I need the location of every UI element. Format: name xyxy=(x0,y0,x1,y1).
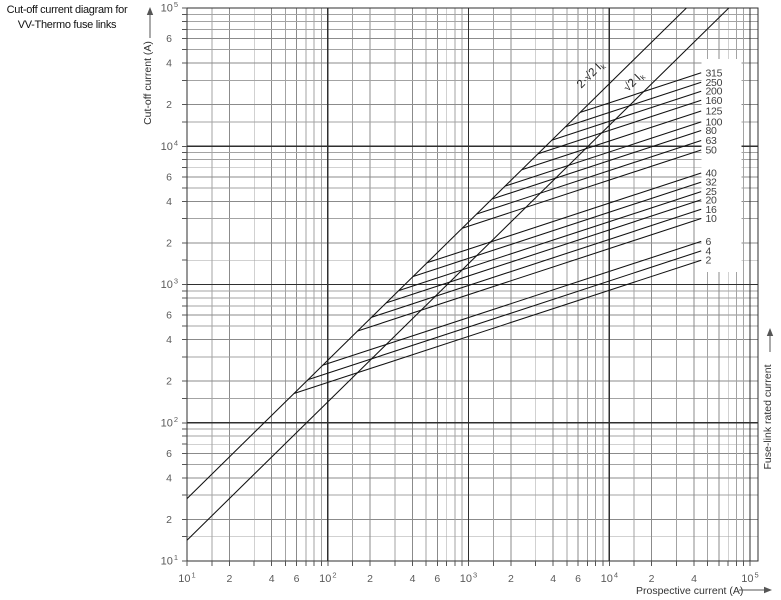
axis-tick-labels: 101 2 4 6 102 2 4 6 103 2 4 6 104 2 4 10510124610224610… xyxy=(161,0,759,585)
fuse-rating-label-25: 25 xyxy=(706,186,718,198)
fuse-curve-25 xyxy=(398,191,702,292)
x-tick-label: 6 xyxy=(294,573,300,585)
fuse-rating-label-40: 40 xyxy=(706,168,718,180)
fuse-rating-label-50: 50 xyxy=(706,145,718,157)
y-tick-label-10e3: 103 xyxy=(161,277,178,292)
fuse-rating-label-32: 32 xyxy=(706,177,718,189)
fuse-curve-40 xyxy=(426,172,702,264)
y-tick-label: 6 xyxy=(166,448,172,460)
x-tick-label-10e5: 105 xyxy=(741,571,758,586)
axis-ticks xyxy=(182,7,751,566)
y-tick-label: 2 xyxy=(166,514,172,526)
fuse-curve-32 xyxy=(412,181,702,277)
x-tick-label: 6 xyxy=(434,573,440,585)
reference-line-2sqrt2 xyxy=(186,7,687,499)
fuse-rating-label-6: 6 xyxy=(706,236,712,248)
y-tick-label: 2 xyxy=(166,99,172,111)
rating-label-box xyxy=(701,59,742,272)
reference-line-sqrt2 xyxy=(186,7,730,541)
fuse-curve-16 xyxy=(371,208,702,318)
y-tick-label-10e1: 101 xyxy=(161,553,178,568)
y-axis-label: Cut-off current (A) xyxy=(142,41,154,125)
fuse-rating-label-315: 315 xyxy=(706,67,723,79)
x-tick-label-10e3: 103 xyxy=(460,571,477,586)
y-tick-label: 6 xyxy=(166,310,172,322)
reference-lines: 2·√2 Ik√2 Ik xyxy=(186,7,730,541)
fuse-rating-label-125: 125 xyxy=(706,106,723,118)
fuse-rating-label-16: 16 xyxy=(706,204,718,216)
fuse-rating-label-2: 2 xyxy=(706,255,712,267)
y-tick-label: 6 xyxy=(166,33,172,45)
x-tick-label: 4 xyxy=(550,573,556,585)
x-axis-label: Prospective current (A) xyxy=(636,585,743,597)
y-tick-label: 4 xyxy=(166,472,172,484)
y-tick-label-10e5: 105 xyxy=(161,0,178,15)
x-tick-label-10e1: 101 xyxy=(178,571,195,586)
x-tick-label: 4 xyxy=(410,573,416,585)
x-tick-label-10e2: 102 xyxy=(319,571,336,586)
y-tick-label-10e2: 102 xyxy=(161,415,178,430)
fuse-curve-160 xyxy=(537,99,702,155)
y-tick-label: 6 xyxy=(166,171,172,183)
fuse-curve-10 xyxy=(357,218,702,332)
x-tick-label: 4 xyxy=(269,573,275,585)
fuse-curve-2 xyxy=(293,259,702,394)
fuse-curve-50 xyxy=(462,149,702,229)
x-tick-label: 2 xyxy=(649,573,655,585)
x-tick-label: 6 xyxy=(575,573,581,585)
fuse-rating-label-200: 200 xyxy=(706,86,723,98)
chart-title-line-2: VV-Thermo fuse links xyxy=(17,19,117,31)
fuse-curve-125 xyxy=(521,110,702,171)
chart-title-line-1: Cut-off current diagram for xyxy=(6,4,128,16)
fuse-curve-80 xyxy=(491,130,702,200)
y-tick-label: 4 xyxy=(166,196,172,208)
y-axis-arrow-icon xyxy=(146,7,154,38)
fuse-rating-label-160: 160 xyxy=(706,95,723,107)
fuse-rating-label-63: 63 xyxy=(706,135,718,147)
fuse-rating-label-10: 10 xyxy=(706,213,718,225)
y-tick-label: 2 xyxy=(166,237,172,249)
x-tick-label: 4 xyxy=(691,573,697,585)
rating-label-background xyxy=(701,59,742,272)
fuse-rating-label-100: 100 xyxy=(706,116,723,128)
fuse-curve-100 xyxy=(504,121,702,187)
fuse-curve-315 xyxy=(580,72,702,113)
right-axis-arrow-icon xyxy=(766,328,774,352)
fuse-rating-label-80: 80 xyxy=(706,125,718,137)
fuse-curves xyxy=(293,72,702,394)
plot-grid xyxy=(186,7,759,562)
y-tick-label: 2 xyxy=(166,376,172,388)
fuse-curve-63 xyxy=(476,140,702,215)
chart-title: Cut-off current diagram for VV-Thermo fu… xyxy=(1,3,133,33)
x-tick-label: 2 xyxy=(508,573,514,585)
x-tick-label: 2 xyxy=(367,573,373,585)
fuse-curve-20 xyxy=(386,199,702,304)
fuse-curve-200 xyxy=(551,90,702,141)
fuse-rating-label-250: 250 xyxy=(706,77,723,89)
fuse-rating-label-4: 4 xyxy=(706,245,712,257)
fuse-rating-label-20: 20 xyxy=(706,194,718,206)
right-axis-label: Fuse-link rated current xyxy=(762,364,774,469)
y-tick-label: 4 xyxy=(166,334,172,346)
fuse-curve-4 xyxy=(307,250,702,381)
x-tick-label: 2 xyxy=(226,573,232,585)
y-tick-label-10e4: 104 xyxy=(161,138,178,153)
x-axis-arrow-icon xyxy=(739,586,772,594)
fuse-curve-250 xyxy=(565,81,702,128)
y-tick-label: 4 xyxy=(166,58,172,70)
x-tick-label-10e4: 104 xyxy=(601,571,618,586)
